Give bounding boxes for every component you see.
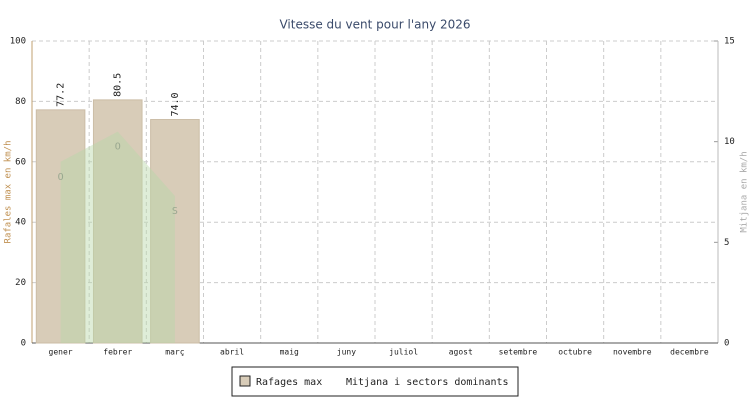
sector-label: O	[115, 142, 121, 153]
area	[60, 131, 175, 343]
x-tick-label: març	[165, 348, 184, 357]
chart-title: Vitesse du vent pour l'any 2026	[279, 18, 470, 32]
y2-tick-label: 10	[724, 137, 735, 147]
bar	[150, 119, 200, 344]
sector-label: O	[58, 172, 64, 183]
y2-tick-label: 15	[724, 37, 735, 47]
y-tick-label: 40	[15, 218, 26, 228]
x-tick-label: febrer	[103, 348, 132, 357]
x-tick-label: juny	[337, 348, 356, 357]
legend-label: Rafages max	[256, 377, 322, 388]
x-tick-label: maig	[280, 348, 299, 357]
y-tick-label: 60	[15, 157, 26, 167]
y-tick-label: 100	[10, 37, 26, 47]
legend-swatch	[239, 375, 251, 387]
legend-label: Mitjana i sectors dominants	[346, 377, 509, 388]
x-tick-label: juliol	[389, 348, 418, 357]
x-tick-label: agost	[449, 348, 473, 357]
bar	[92, 99, 143, 344]
bar	[35, 109, 86, 344]
x-tick-label: gener	[49, 348, 73, 357]
value-label: 74.0	[170, 92, 181, 116]
x-tick-label: decembre	[670, 348, 709, 357]
y-axis-label: Rafales max en km/h	[4, 141, 14, 244]
y-tick-label: 20	[15, 278, 26, 288]
x-tick-label: octubre	[558, 348, 592, 357]
value-label: 77.2	[56, 83, 67, 107]
sector-label: S	[172, 206, 178, 217]
x-tick-label: novembre	[613, 348, 652, 357]
y2-axis-label: Mitjana en km/h	[740, 151, 750, 232]
y-tick-label: 80	[15, 97, 26, 107]
y-tick-label: 0	[21, 339, 26, 349]
legend-box	[231, 366, 519, 397]
y2-tick-label: 0	[724, 339, 729, 349]
x-tick-label: setembre	[499, 348, 538, 357]
y2-tick-label: 5	[724, 238, 729, 248]
x-tick-label: abril	[220, 348, 244, 357]
value-label: 80.5	[113, 73, 124, 97]
